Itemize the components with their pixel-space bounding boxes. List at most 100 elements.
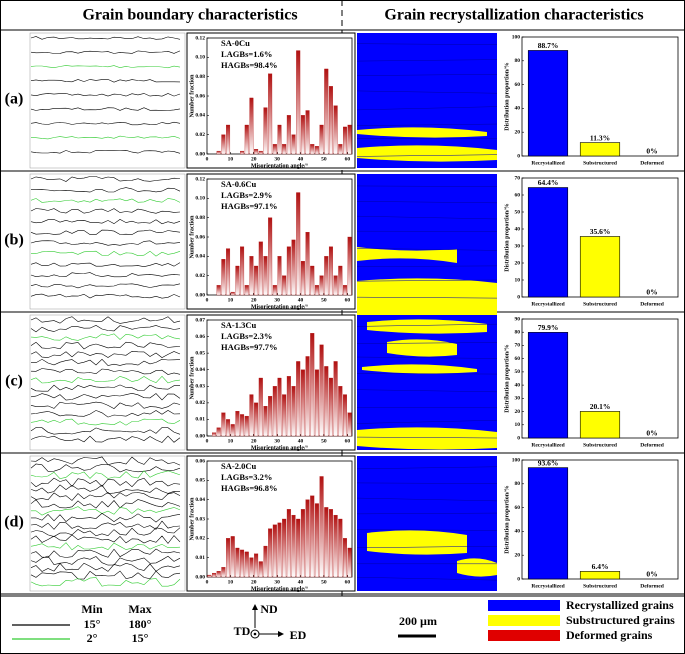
boundary-map — [29, 173, 186, 310]
histogram-bar — [305, 110, 310, 155]
histogram-bar — [314, 503, 319, 578]
x-tick-label: 10 — [228, 156, 234, 162]
boundary-map — [29, 32, 186, 169]
histogram-bar — [226, 419, 231, 437]
histogram-bar — [333, 105, 338, 155]
histogram-bar — [240, 549, 245, 578]
x-tick-label: 30 — [274, 438, 280, 444]
grain-boundary — [30, 435, 181, 443]
y-tick-label: 0.02 — [195, 536, 205, 542]
y-tick-label: 70 — [515, 343, 521, 349]
ebsd-boundary — [356, 407, 498, 409]
histogram-bar — [319, 124, 324, 155]
ebsd-boundary — [356, 323, 498, 327]
x-tick-label: Substructured — [583, 301, 617, 307]
histogram-bar — [319, 476, 324, 578]
row-label: (c) — [5, 373, 23, 390]
grain-boundary — [30, 250, 181, 257]
histogram-bar — [244, 124, 249, 155]
grain-boundary — [30, 341, 181, 350]
legend-label: Recrystallized grains — [566, 598, 674, 612]
ebsd-boundary — [356, 296, 498, 299]
y-tick-label: 0.08 — [195, 215, 205, 221]
x-tick-label: 0 — [206, 297, 209, 303]
x-tick-label: 20 — [251, 438, 257, 444]
grain-boundary — [30, 492, 181, 501]
grain-boundary — [30, 368, 181, 375]
axis-label: ND — [260, 602, 278, 616]
histogram-bar — [268, 217, 273, 296]
histogram-bar — [300, 115, 305, 155]
row-label: (a) — [5, 91, 24, 108]
axis-label: ED — [290, 628, 307, 642]
x-tick-label: Deformed — [640, 583, 664, 589]
histogram-bar — [328, 509, 333, 578]
grain-boundary — [30, 198, 181, 203]
histogram-bar — [221, 259, 226, 296]
histogram-bar — [333, 275, 338, 296]
x-tick-label: 10 — [228, 297, 234, 303]
histogram-bar — [286, 509, 291, 578]
y-tick-label: 20 — [515, 129, 521, 135]
histogram-bar — [319, 344, 324, 437]
annotation: LAGBs=1.6% — [221, 49, 272, 59]
legend-swatch — [488, 615, 560, 626]
grain-boundary — [30, 229, 181, 235]
y-tick-label: 0.04 — [195, 367, 205, 373]
histogram-bar — [305, 356, 310, 437]
histogram-bar — [221, 134, 226, 155]
grain-boundary — [30, 79, 181, 83]
histogram-bar — [286, 376, 291, 437]
substructure-band — [357, 427, 497, 450]
histogram-bar — [347, 412, 352, 437]
ebsd-boundary — [356, 342, 498, 344]
ebsd-boundary — [356, 73, 498, 76]
histogram-bar — [240, 414, 245, 437]
legend-label: Deformed grains — [566, 628, 653, 642]
grain-boundary — [30, 208, 181, 214]
histogram-bar — [296, 192, 301, 296]
histogram-bar — [216, 285, 221, 296]
ebsd-boundary — [356, 59, 498, 62]
grain-boundary — [30, 350, 181, 358]
y-tick-label: 0.02 — [195, 400, 205, 406]
y-tick-label: 40 — [515, 226, 521, 232]
y-tick-label: 0.10 — [195, 55, 205, 61]
substructure-band — [367, 319, 487, 334]
grain-boundary — [30, 135, 181, 140]
y-tick-label: 60 — [515, 505, 521, 511]
histogram-bar — [296, 361, 301, 437]
y-axis-label: Distribution proportion/% — [504, 344, 510, 412]
bar — [579, 411, 621, 439]
ebsd-boundary — [356, 576, 498, 581]
histogram-bar — [291, 386, 296, 437]
substructure-band — [357, 247, 457, 263]
ebsd-boundary — [356, 546, 498, 549]
grain-boundary — [30, 333, 181, 341]
ebsd-boundary — [356, 529, 498, 531]
histogram-bar — [310, 333, 315, 437]
legend-swatch — [488, 600, 560, 611]
y-tick-label: 50 — [515, 209, 521, 215]
bar — [579, 236, 621, 298]
y-tick-label: 0.07 — [195, 317, 205, 323]
histogram-bar — [338, 265, 343, 296]
y-tick-label: 0.05 — [195, 478, 205, 484]
x-tick-label: 60 — [345, 156, 351, 162]
x-tick-label: Deformed — [640, 160, 664, 166]
x-tick-label: 10 — [228, 438, 234, 444]
histogram-bar — [235, 547, 240, 578]
histogram-bar — [300, 509, 305, 578]
grain-boundary — [30, 36, 181, 40]
y-tick-label: 20 — [515, 260, 521, 266]
boundary-map — [29, 314, 186, 451]
grain-boundary — [30, 427, 181, 435]
y-tick-label: 100 — [512, 457, 521, 463]
histogram-bar — [338, 386, 343, 437]
y-tick-label: 0 — [517, 153, 520, 159]
legend-range: 15° — [132, 631, 149, 645]
histogram-bar — [268, 396, 273, 437]
histogram-bar — [263, 545, 268, 578]
